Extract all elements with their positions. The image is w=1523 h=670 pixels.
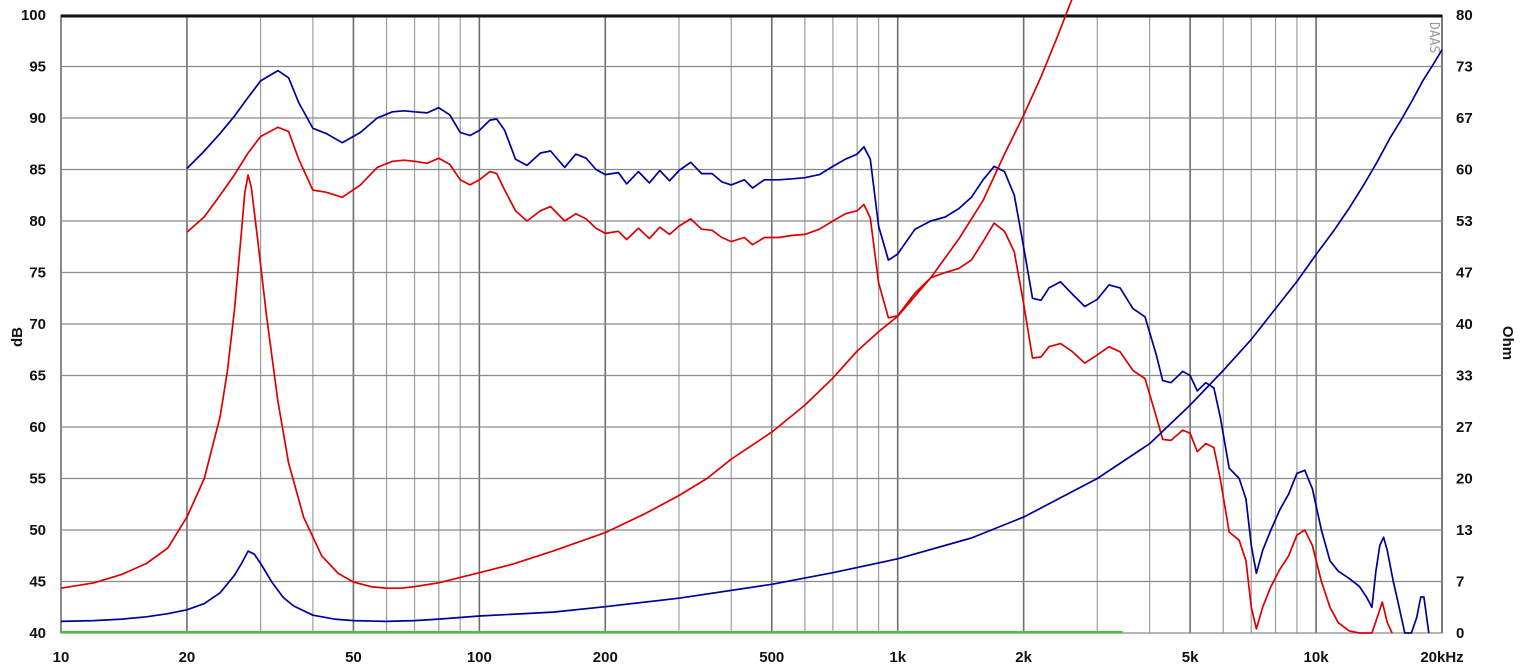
series-line-4 <box>60 49 1443 623</box>
y-right-tick-label: 80 <box>1456 7 1473 24</box>
x-tick-label: 20 <box>179 649 196 666</box>
y-right-tick-label: 13 <box>1456 522 1473 539</box>
y-right-tick-label: 53 <box>1456 213 1473 230</box>
series-line-2 <box>186 126 1393 634</box>
y-left-tick-label: 95 <box>29 59 46 76</box>
y-left-tick-label: 75 <box>29 265 46 282</box>
series-line-1 <box>186 69 1430 634</box>
y-right-tick-label: 7 <box>1456 574 1464 591</box>
y-right-tick-label: 60 <box>1456 162 1473 179</box>
series-line-3 <box>60 0 1073 590</box>
y-left-tick-label: 65 <box>29 368 46 385</box>
y-right-tick-label: 40 <box>1456 316 1473 333</box>
x-tick-label: 10k <box>1304 649 1330 666</box>
x-tick-label: 5k <box>1182 649 1199 666</box>
y-left-tick-label: 85 <box>29 162 46 179</box>
x-tick-label: 1k <box>889 649 906 666</box>
y-left-tick-label: 40 <box>29 625 46 642</box>
x-tick-label: 10 <box>53 649 70 666</box>
series-group <box>60 0 1443 634</box>
tick-labels: 10 20 50 100 200 500 1k 2k 5k 10k 20kHz10095908580… <box>21 7 1473 666</box>
x-tick-label: 2k <box>1015 649 1032 666</box>
y-left-tick-label: 90 <box>29 110 46 127</box>
y-right-tick-label: 33 <box>1456 368 1473 385</box>
y-left-tick-label: 45 <box>29 574 46 591</box>
y-right-tick-label: 73 <box>1456 59 1473 76</box>
y-right-tick-label: 27 <box>1456 419 1473 436</box>
y-right-tick-label: 67 <box>1456 110 1473 127</box>
y-left-tick-label: 70 <box>29 316 46 333</box>
y-left-tick-label: 55 <box>29 471 46 488</box>
x-tick-label: 100 <box>467 649 492 666</box>
y-right-tick-label: 47 <box>1456 265 1473 282</box>
y-left-tick-label: 80 <box>29 213 46 230</box>
x-tick-label: 500 <box>759 649 784 666</box>
y-left-tick-label: 60 <box>29 419 46 436</box>
x-tick-label: 20kHz <box>1420 649 1463 666</box>
y-right-tick-label: 20 <box>1456 471 1473 488</box>
x-tick-label: 200 <box>593 649 618 666</box>
y-left-tick-label: 50 <box>29 522 46 539</box>
y-axis-right-label: Ohm <box>1499 326 1516 360</box>
grid <box>60 14 1443 634</box>
x-tick-label: 50 <box>345 649 362 666</box>
y-left-tick-label: 100 <box>21 7 46 24</box>
y-axis-left-label: dB <box>9 327 26 347</box>
watermark: DAAS <box>1426 22 1441 53</box>
y-right-tick-label: 0 <box>1456 625 1464 642</box>
